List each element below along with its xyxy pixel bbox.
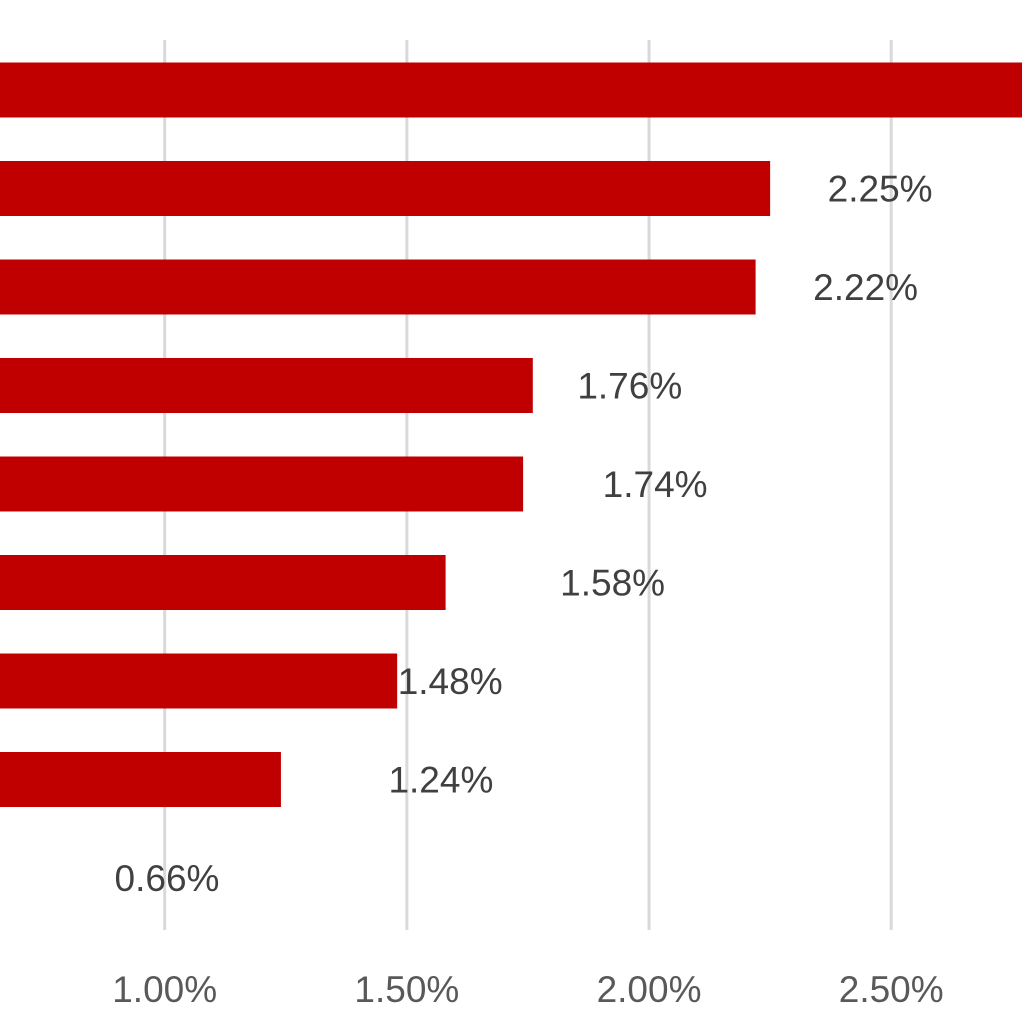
data-label-9: 0.66%: [115, 858, 220, 899]
data-label-5: 1.74%: [603, 464, 708, 505]
bar-7: [0, 653, 398, 709]
bar-3: [0, 259, 756, 315]
x-tick-label-2.00%: 2.00%: [597, 969, 702, 1010]
data-label-4: 1.76%: [577, 366, 682, 407]
data-label-8: 1.24%: [388, 760, 493, 801]
data-labels: 2.25% 2.22% 1.76% 1.74% 1.58% 1.48% 1.24% 0.66%: [115, 169, 933, 900]
data-label-3: 2.22%: [813, 267, 918, 308]
bars: [0, 62, 1022, 807]
bar-2: [0, 161, 771, 216]
bar-5: [0, 456, 524, 512]
data-label-6: 1.58%: [560, 563, 665, 604]
x-tick-label-1.50%: 1.50%: [354, 969, 459, 1010]
bar-6: [0, 555, 446, 610]
x-axis-tick-labels: 1.00% 1.50% 2.00% 2.50%: [112, 969, 943, 1010]
bar-8: [0, 752, 281, 807]
data-label-7: 1.48%: [398, 661, 503, 702]
x-tick-label-1.00%: 1.00%: [112, 969, 217, 1010]
data-label-2: 2.25%: [828, 169, 933, 210]
bar-4: [0, 358, 533, 413]
x-tick-label-2.50%: 2.50%: [839, 969, 944, 1010]
bar-1: [0, 62, 1022, 118]
